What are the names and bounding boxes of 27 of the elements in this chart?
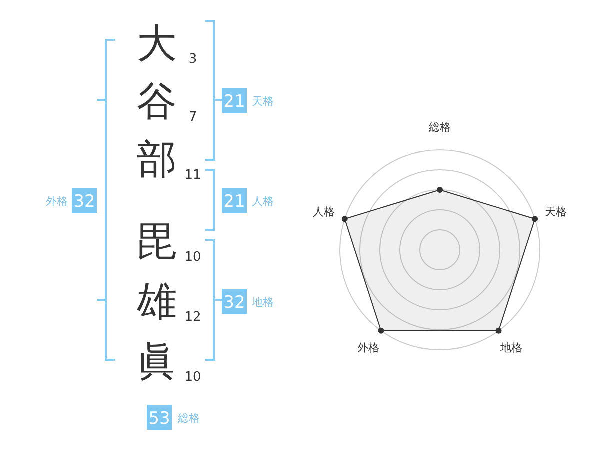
text: 大 (137, 21, 177, 67)
text: 32 (74, 192, 96, 212)
text: 21 (224, 192, 246, 212)
text: 10 (184, 370, 202, 385)
text: 7 (188, 110, 198, 125)
spoke-label: 地格 (500, 342, 523, 355)
spoke-label: 総格 (428, 121, 451, 134)
text: 部 (137, 137, 177, 183)
spoke-label: 外格 (357, 342, 380, 355)
text: 総格 (177, 412, 200, 425)
text: 53 (148, 409, 170, 429)
spoke-label: 天格 (545, 205, 568, 218)
spoke-label: 人格 (312, 205, 335, 218)
text: 地格 (251, 296, 274, 309)
text: 3 (188, 52, 198, 67)
text: 12 (184, 310, 202, 325)
text: 人格 (252, 195, 274, 208)
text: 外格 (46, 195, 68, 208)
text: 毘 (137, 219, 177, 265)
text: 21 (224, 92, 246, 112)
text: 谷 (137, 79, 177, 125)
text: 32 (224, 293, 246, 313)
text: 天格 (252, 95, 274, 108)
text: 眞 (137, 339, 177, 385)
text: 雄 (136, 279, 177, 325)
text: 10 (184, 250, 202, 265)
text: 11 (184, 168, 202, 183)
